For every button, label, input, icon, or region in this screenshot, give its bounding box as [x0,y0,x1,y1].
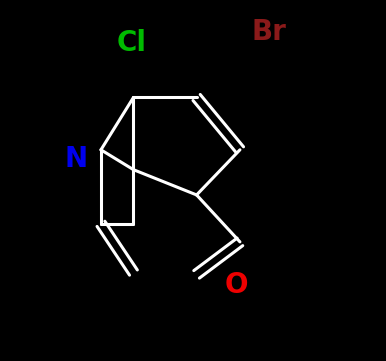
Text: N: N [64,145,87,173]
Text: O: O [225,271,248,299]
Text: Cl: Cl [117,29,147,57]
Text: Br: Br [251,18,286,47]
